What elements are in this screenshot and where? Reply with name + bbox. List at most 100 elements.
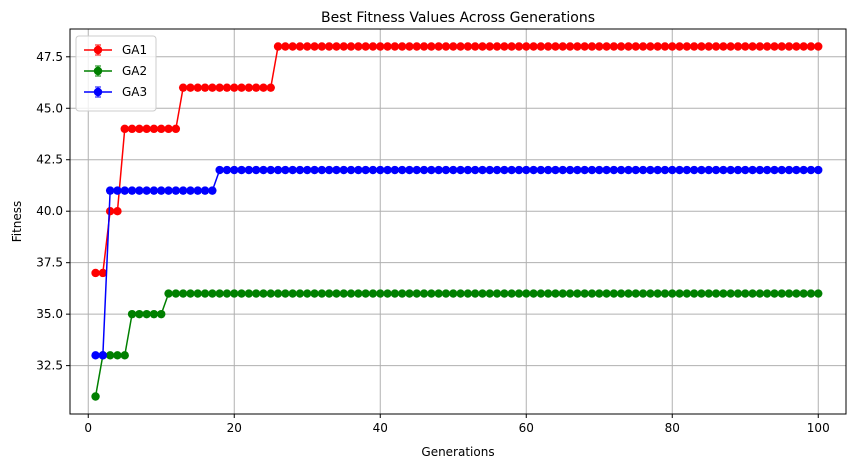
data-point [361,289,370,298]
data-point [500,42,509,51]
data-point [806,289,816,298]
data-point [522,165,531,175]
data-point [339,165,348,175]
data-point [434,42,443,51]
data-point [376,165,385,175]
x-tick-label: 40 [373,421,388,435]
data-point [719,289,728,298]
data-point [441,165,451,175]
data-point [573,165,582,175]
data-point [419,42,429,51]
data-point [529,165,538,175]
data-point [536,165,546,175]
data-point [697,42,706,51]
data-point [806,42,816,51]
data-point [273,165,283,175]
data-point [522,289,531,298]
data-point [755,289,765,298]
data-point [646,165,655,175]
data-point [624,42,633,51]
data-point [200,186,210,195]
data-point [405,289,414,298]
data-point [281,165,290,175]
data-point [244,289,254,298]
y-tick-label: 35.0 [36,307,63,321]
data-point [288,42,297,51]
data-point [412,42,421,51]
data-point [711,165,721,175]
data-point [186,83,195,92]
data-point [755,165,765,175]
data-point [660,289,670,298]
data-point [682,42,692,51]
data-point [332,289,341,298]
data-point [317,165,327,175]
data-point [405,165,414,175]
data-point [770,289,779,298]
data-point [120,124,129,134]
data-point [237,289,246,298]
data-point [456,289,465,298]
plot-frame [69,28,847,415]
data-point [646,289,655,298]
data-point [668,289,677,298]
data-point [259,289,268,298]
data-point [558,289,567,298]
data-point [135,186,144,195]
data-point [551,42,560,51]
y-tick-label: 47.5 [36,50,63,64]
data-point [595,165,604,175]
data-point [266,83,275,92]
data-point [762,42,772,51]
data-point [814,42,823,51]
data-point [259,83,268,92]
data-point [456,165,465,175]
x-tick-label: 60 [519,421,534,435]
data-point [689,165,699,175]
data-point [310,165,319,175]
data-point [689,42,699,51]
data-point [186,186,195,195]
data-point [799,289,808,298]
data-point [485,289,494,298]
data-point [653,165,662,175]
data-point [741,42,750,51]
data-point [332,165,341,175]
data-point [208,186,217,195]
data-point [427,289,436,298]
x-axis-label: Generations [421,445,494,459]
data-point [660,165,670,175]
data-point [164,186,173,195]
data-point [638,165,648,175]
data-point [770,165,779,175]
data-point [616,165,626,175]
data-point [244,165,254,175]
data-point [215,165,224,175]
data-point [719,42,728,51]
data-point [127,124,137,134]
data-point [543,289,553,298]
data-point [470,289,480,298]
data-point [470,42,480,51]
data-point [726,42,735,51]
data-point [164,124,173,134]
x-tick-label: 80 [665,421,680,435]
data-point [120,351,129,360]
data-point [135,124,144,134]
data-point [215,83,224,92]
data-point [492,42,502,51]
data-point [587,165,597,175]
series-ga1 [91,42,823,278]
data-point [412,165,421,175]
y-tick-label: 42.5 [36,153,63,167]
legend-label: GA1 [122,43,147,57]
data-point [346,165,356,175]
data-point [463,42,473,51]
data-point [631,165,640,175]
data-point [412,289,421,298]
data-point [792,289,801,298]
data-point [383,165,392,175]
data-point [324,42,334,51]
data-point [230,165,239,175]
